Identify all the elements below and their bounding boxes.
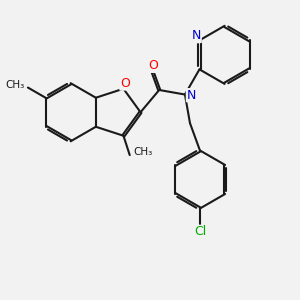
Text: O: O — [120, 77, 130, 90]
Text: N: N — [186, 88, 196, 102]
Text: Cl: Cl — [194, 225, 206, 238]
Text: O: O — [148, 59, 158, 72]
Text: N: N — [192, 29, 201, 43]
Text: CH₃: CH₃ — [133, 147, 152, 157]
Text: CH₃: CH₃ — [6, 80, 25, 90]
